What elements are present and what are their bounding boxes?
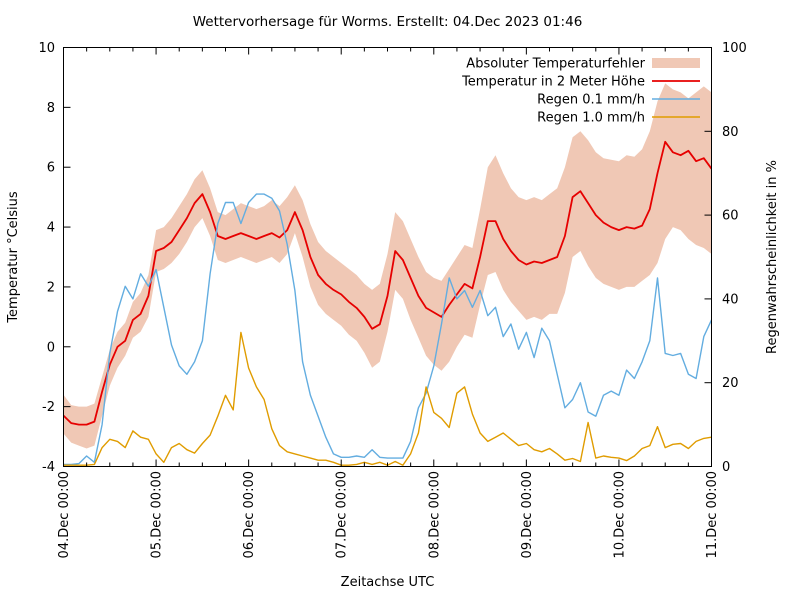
legend-item-rain10: Regen 1.0 mm/h: [537, 111, 700, 126]
legend: Absoluter Temperaturfehler Temperatur in…: [461, 57, 700, 126]
y-right-tick-label: 60: [722, 209, 739, 224]
y-left-tick-label: 2: [47, 280, 55, 295]
y-right-tick-label: 40: [722, 292, 739, 307]
x-tick-label: 05.Dec 00:00: [150, 471, 165, 558]
y-left-tick-label: 6: [47, 161, 55, 176]
error-band-swatch: [652, 58, 700, 68]
rain10-probability-line: [63, 331, 712, 466]
legend-label-error-band: Absoluter Temperaturfehler: [466, 57, 645, 72]
x-tick-label: 11.Dec 00:00: [705, 471, 720, 558]
y-left-tick-label: 8: [47, 101, 55, 116]
y-left-tick-label: -2: [42, 400, 55, 415]
y-right-tick-label: 20: [722, 376, 739, 391]
y-right-tick-label: 100: [722, 41, 747, 56]
chart-title: Wettervorhersage für Worms. Erstellt: 04…: [193, 14, 583, 30]
x-tick-label: 04.Dec 00:00: [57, 471, 72, 558]
y-right-axis-label: Regenwahrscheinlichkeit in %: [765, 160, 780, 354]
x-tick-label: 09.Dec 00:00: [520, 471, 535, 558]
x-tick-label: 06.Dec 00:00: [242, 471, 257, 558]
temperature-error-band: [63, 83, 712, 449]
legend-label-temperature: Temperatur in 2 Meter Höhe: [461, 75, 645, 90]
legend-label-rain01: Regen 0.1 mm/h: [537, 93, 645, 108]
legend-item-rain01: Regen 0.1 mm/h: [537, 93, 700, 108]
legend-label-rain10: Regen 1.0 mm/h: [537, 111, 645, 126]
rain01-probability-line: [63, 193, 712, 466]
x-tick-label: 08.Dec 00:00: [427, 471, 442, 558]
x-tick-label: 07.Dec 00:00: [335, 471, 350, 558]
y-right-tick-label: 0: [722, 460, 730, 475]
y-left-tick-label: 0: [47, 340, 55, 355]
axes-group: [63, 47, 712, 467]
y-left-tick-label: 4: [47, 221, 55, 236]
y-right-tick-label: 80: [722, 125, 739, 140]
y-left-tick-label: 10: [38, 41, 55, 56]
series-group: [63, 83, 712, 466]
x-tick-label: 10.Dec 00:00: [612, 471, 627, 558]
y-left-tick-label: -4: [42, 460, 55, 475]
legend-item-temperature: Temperatur in 2 Meter Höhe: [461, 75, 700, 90]
x-axis-label: Zeitachse UTC: [341, 575, 435, 590]
temperature-line: [63, 140, 712, 426]
y-left-axis-label: Temperatur °Celsius: [6, 191, 21, 324]
legend-item-error-band: Absoluter Temperaturfehler: [466, 57, 700, 72]
